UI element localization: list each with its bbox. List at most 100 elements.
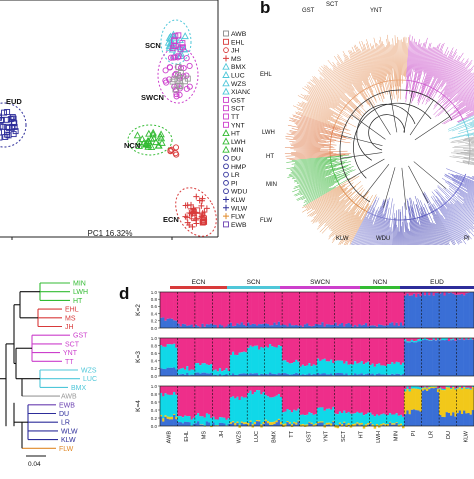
legend-label: SCT bbox=[231, 106, 245, 113]
admixture-bar bbox=[177, 324, 179, 328]
admixture-bar bbox=[273, 323, 275, 328]
admixture-bar bbox=[321, 421, 323, 422]
admixture-bar bbox=[173, 392, 175, 414]
admixture-bar bbox=[372, 292, 374, 325]
admixture-bar bbox=[286, 421, 288, 422]
admixture-bar bbox=[422, 391, 424, 426]
admixture-bar bbox=[354, 424, 356, 426]
admixture-bar bbox=[278, 386, 280, 394]
legend-label: WLW bbox=[231, 205, 248, 212]
admixture-bar bbox=[367, 423, 369, 425]
admixture-bar bbox=[308, 373, 310, 376]
admixture-bar bbox=[326, 292, 328, 324]
admixture-bar bbox=[374, 367, 376, 375]
admixture-bar bbox=[378, 292, 380, 324]
admixture-bar bbox=[188, 338, 190, 370]
legend-marker bbox=[224, 172, 229, 177]
admixture-bar bbox=[254, 373, 256, 376]
admixture-bar bbox=[398, 338, 400, 362]
admixture-bar bbox=[404, 389, 406, 391]
group-bar bbox=[227, 286, 280, 289]
admixture-bar bbox=[160, 318, 162, 328]
admixture-bar bbox=[260, 347, 262, 374]
admixture-bar bbox=[276, 386, 278, 396]
y-tick-label: 0.8 bbox=[151, 392, 158, 397]
admixture-bar bbox=[256, 292, 258, 326]
admixture-bar bbox=[363, 415, 365, 425]
admixture-bar bbox=[239, 400, 241, 425]
admixture-bar bbox=[260, 324, 262, 328]
admixture-bar bbox=[361, 386, 363, 413]
admixture-bar bbox=[393, 423, 395, 424]
admixture-bar bbox=[234, 355, 236, 375]
admixture-bar bbox=[415, 386, 417, 388]
admixture-bar bbox=[162, 292, 164, 317]
admixture-bar bbox=[195, 423, 197, 426]
admixture-bar bbox=[404, 386, 406, 389]
group-label: ECN bbox=[192, 279, 206, 286]
admixture-bar bbox=[441, 292, 443, 328]
admixture-bar bbox=[422, 340, 424, 376]
admixture-bar bbox=[450, 339, 452, 340]
admixture-bar bbox=[239, 325, 241, 328]
admixture-bar bbox=[361, 338, 363, 361]
admixture-bar bbox=[457, 292, 459, 295]
admixture-bar bbox=[276, 422, 278, 426]
tree-branch bbox=[300, 120, 324, 127]
admixture-bar bbox=[430, 388, 432, 426]
admixture-bar bbox=[382, 326, 384, 328]
admixture-bar bbox=[439, 389, 441, 415]
admixture-bar bbox=[310, 292, 312, 326]
admixture-bar bbox=[398, 386, 400, 416]
admixture-bar bbox=[223, 386, 225, 418]
admixture-bar bbox=[374, 338, 376, 367]
legend-marker bbox=[224, 222, 229, 227]
admixture-bar bbox=[225, 368, 227, 374]
admixture-bar bbox=[354, 413, 356, 423]
admixture-bar bbox=[339, 324, 341, 328]
admixture-bar bbox=[243, 373, 245, 376]
admixture-bar bbox=[276, 325, 278, 328]
admixture-bar bbox=[443, 292, 445, 296]
admixture-bar bbox=[306, 292, 308, 323]
admixture-bar bbox=[258, 420, 260, 421]
admixture-bar bbox=[234, 386, 236, 398]
admixture-bar bbox=[406, 341, 408, 342]
admixture-bar bbox=[404, 296, 406, 328]
admixture-bar bbox=[160, 386, 162, 393]
admixture-bar bbox=[215, 292, 217, 325]
admixture-bar bbox=[374, 292, 376, 326]
admixture-bar bbox=[378, 416, 380, 426]
admixture-bar bbox=[319, 421, 321, 422]
admixture-bar bbox=[262, 392, 264, 422]
admixture-bar bbox=[191, 386, 193, 420]
tree-branch bbox=[387, 39, 391, 74]
admixture-bar bbox=[365, 323, 367, 328]
admixture-bar bbox=[291, 412, 293, 424]
admixture-bar bbox=[243, 352, 245, 374]
admixture-bar bbox=[411, 410, 413, 426]
admixture-bar bbox=[230, 422, 232, 424]
admixture-bar bbox=[345, 338, 347, 361]
admixture-bar bbox=[470, 415, 472, 426]
pca-cluster-label: SCN bbox=[145, 41, 161, 50]
admixture-bar bbox=[254, 292, 256, 324]
admixture-bar bbox=[341, 323, 343, 328]
y-tick-label: 0.4 bbox=[151, 408, 158, 413]
admixture-bar bbox=[265, 386, 267, 395]
admixture-bar bbox=[221, 423, 223, 426]
admixture-bar bbox=[236, 338, 238, 355]
admixture-bar bbox=[201, 338, 203, 363]
admixture-bar bbox=[293, 325, 295, 328]
admixture-bar bbox=[446, 387, 448, 412]
admixture-bar bbox=[286, 409, 288, 421]
admixture-bar bbox=[459, 411, 461, 426]
admixture-bar bbox=[252, 386, 254, 394]
admixture-bar bbox=[267, 292, 269, 324]
admixture-bar bbox=[269, 292, 271, 325]
tree-internal-branch bbox=[402, 168, 406, 210]
admixture-bar bbox=[212, 325, 214, 328]
admixture-bar bbox=[380, 414, 382, 424]
admixture-bar bbox=[217, 419, 219, 425]
admixture-bar bbox=[326, 409, 328, 423]
